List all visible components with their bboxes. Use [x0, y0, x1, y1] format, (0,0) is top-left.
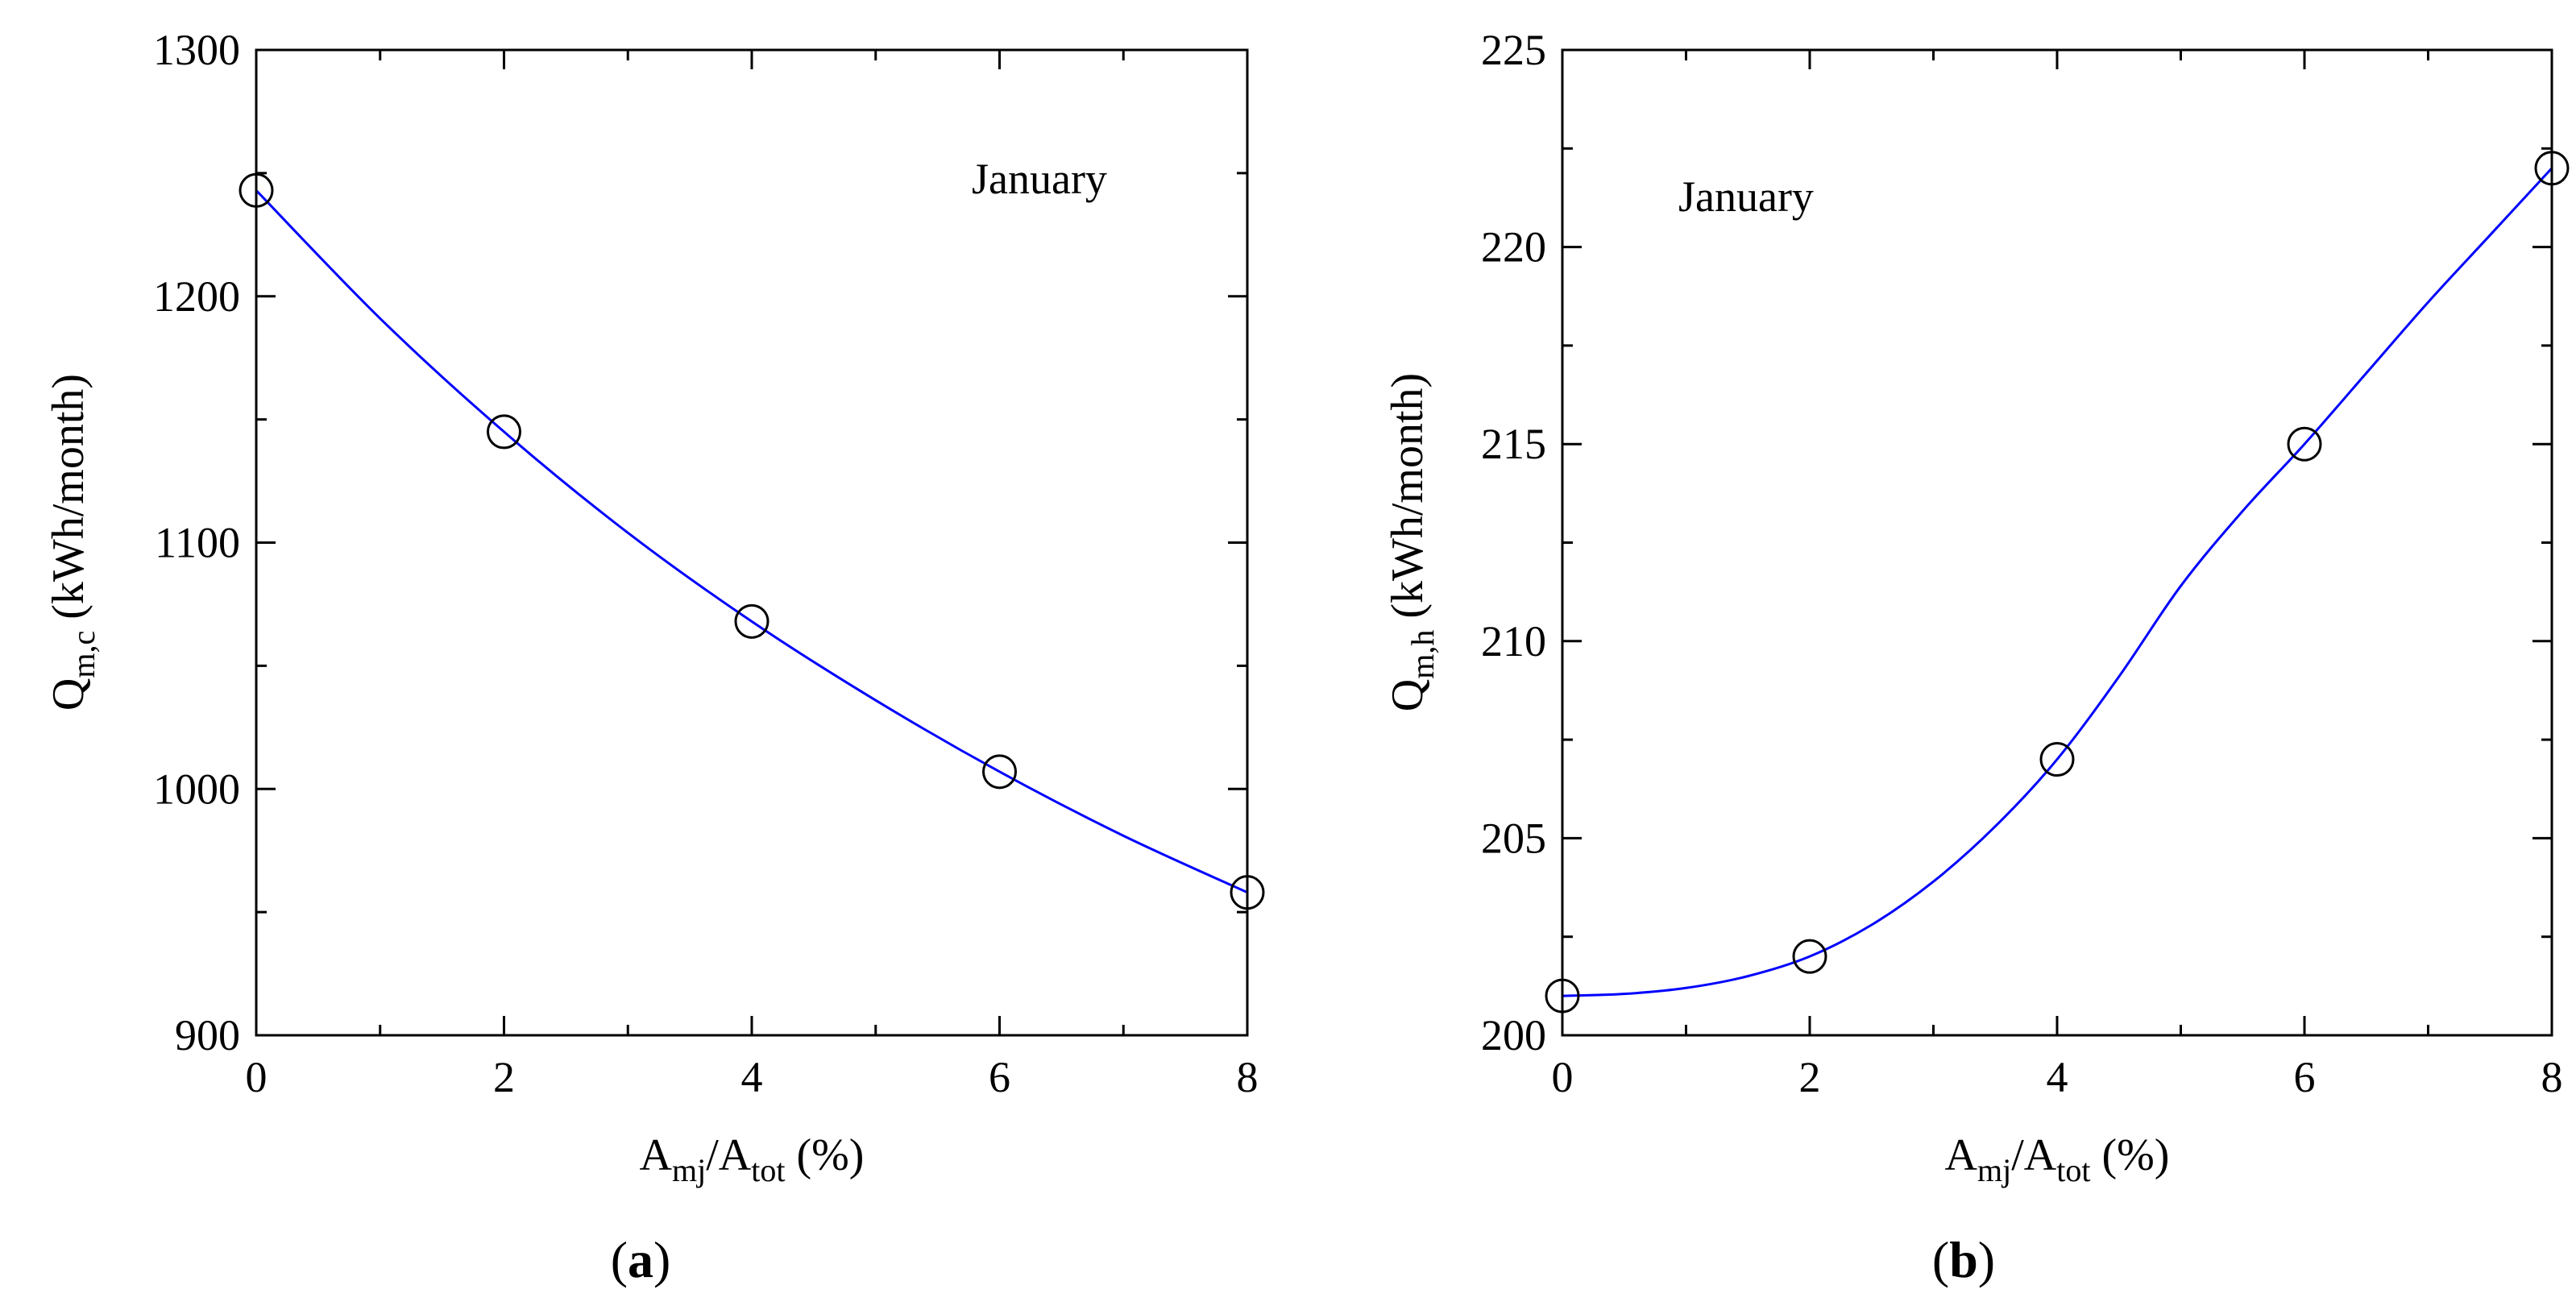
panel-a-caption: (a) — [611, 1231, 671, 1288]
panel-a-marks: 0 2 4 6 8 900 1000 1100 1200 1300 — [153, 26, 1265, 1101]
y-tick-label: 900 — [175, 1011, 240, 1059]
panel-a: 0 2 4 6 8 900 1000 1100 1200 1300 January Amj/Ato… — [44, 26, 1265, 1288]
y-tick-label: 205 — [1481, 814, 1546, 862]
data-point — [2287, 426, 2322, 462]
fit-curve — [255, 189, 1248, 894]
x-tick-label: 8 — [2541, 1053, 2563, 1101]
x-tick-label: 2 — [493, 1053, 515, 1101]
fit-curve — [1562, 167, 2553, 997]
y-tick-label: 1300 — [153, 26, 240, 74]
y-tick-label: 200 — [1481, 1011, 1546, 1059]
x-tick-label: 0 — [246, 1053, 268, 1101]
data-point — [2039, 742, 2075, 777]
y-tick-label: 220 — [1481, 223, 1546, 272]
panel-a-frame — [255, 48, 1249, 1037]
panel-b-caption: (b) — [1932, 1231, 1995, 1288]
data-point — [734, 603, 769, 639]
panel-a-x-axis-label: Amj/Atot (%) — [640, 1130, 865, 1188]
x-tick-label: 6 — [989, 1053, 1010, 1101]
data-point — [487, 414, 521, 450]
data-point — [982, 754, 1017, 790]
x-tick-label: 2 — [1799, 1053, 1821, 1101]
panel-b-y-axis-label: Qm,h (kWh/month) — [1383, 373, 1441, 711]
x-tick-label: 6 — [2294, 1053, 2316, 1101]
y-tick-label: 1100 — [155, 519, 240, 567]
y-tick-label: 215 — [1481, 420, 1546, 468]
x-tick-label: 8 — [1237, 1053, 1259, 1101]
panel-a-y-axis-label: Qm,c (kWh/month) — [44, 374, 102, 711]
panel-a-annotation: January — [972, 155, 1107, 203]
y-tick-label: 210 — [1481, 617, 1546, 665]
x-tick-label: 4 — [741, 1053, 763, 1101]
y-tick-label: 225 — [1481, 26, 1546, 74]
x-tick-label: 0 — [1552, 1053, 1574, 1101]
panel-b-x-axis-label: Amj/Atot (%) — [1945, 1130, 2170, 1188]
x-tick-label: 4 — [2047, 1053, 2068, 1101]
panel-b: 0 2 4 6 8 200 205 210 215 220 225 January Amj/Atot… — [1383, 26, 2570, 1288]
panel-b-frame — [1561, 48, 2553, 1037]
panel-b-marks: 0 2 4 6 8 200 205 210 215 220 225 — [1481, 26, 2570, 1101]
data-point — [1792, 939, 1827, 974]
y-tick-label: 1200 — [153, 272, 240, 321]
panel-b-annotation: January — [1678, 172, 1814, 221]
y-tick-label: 1000 — [153, 765, 240, 813]
